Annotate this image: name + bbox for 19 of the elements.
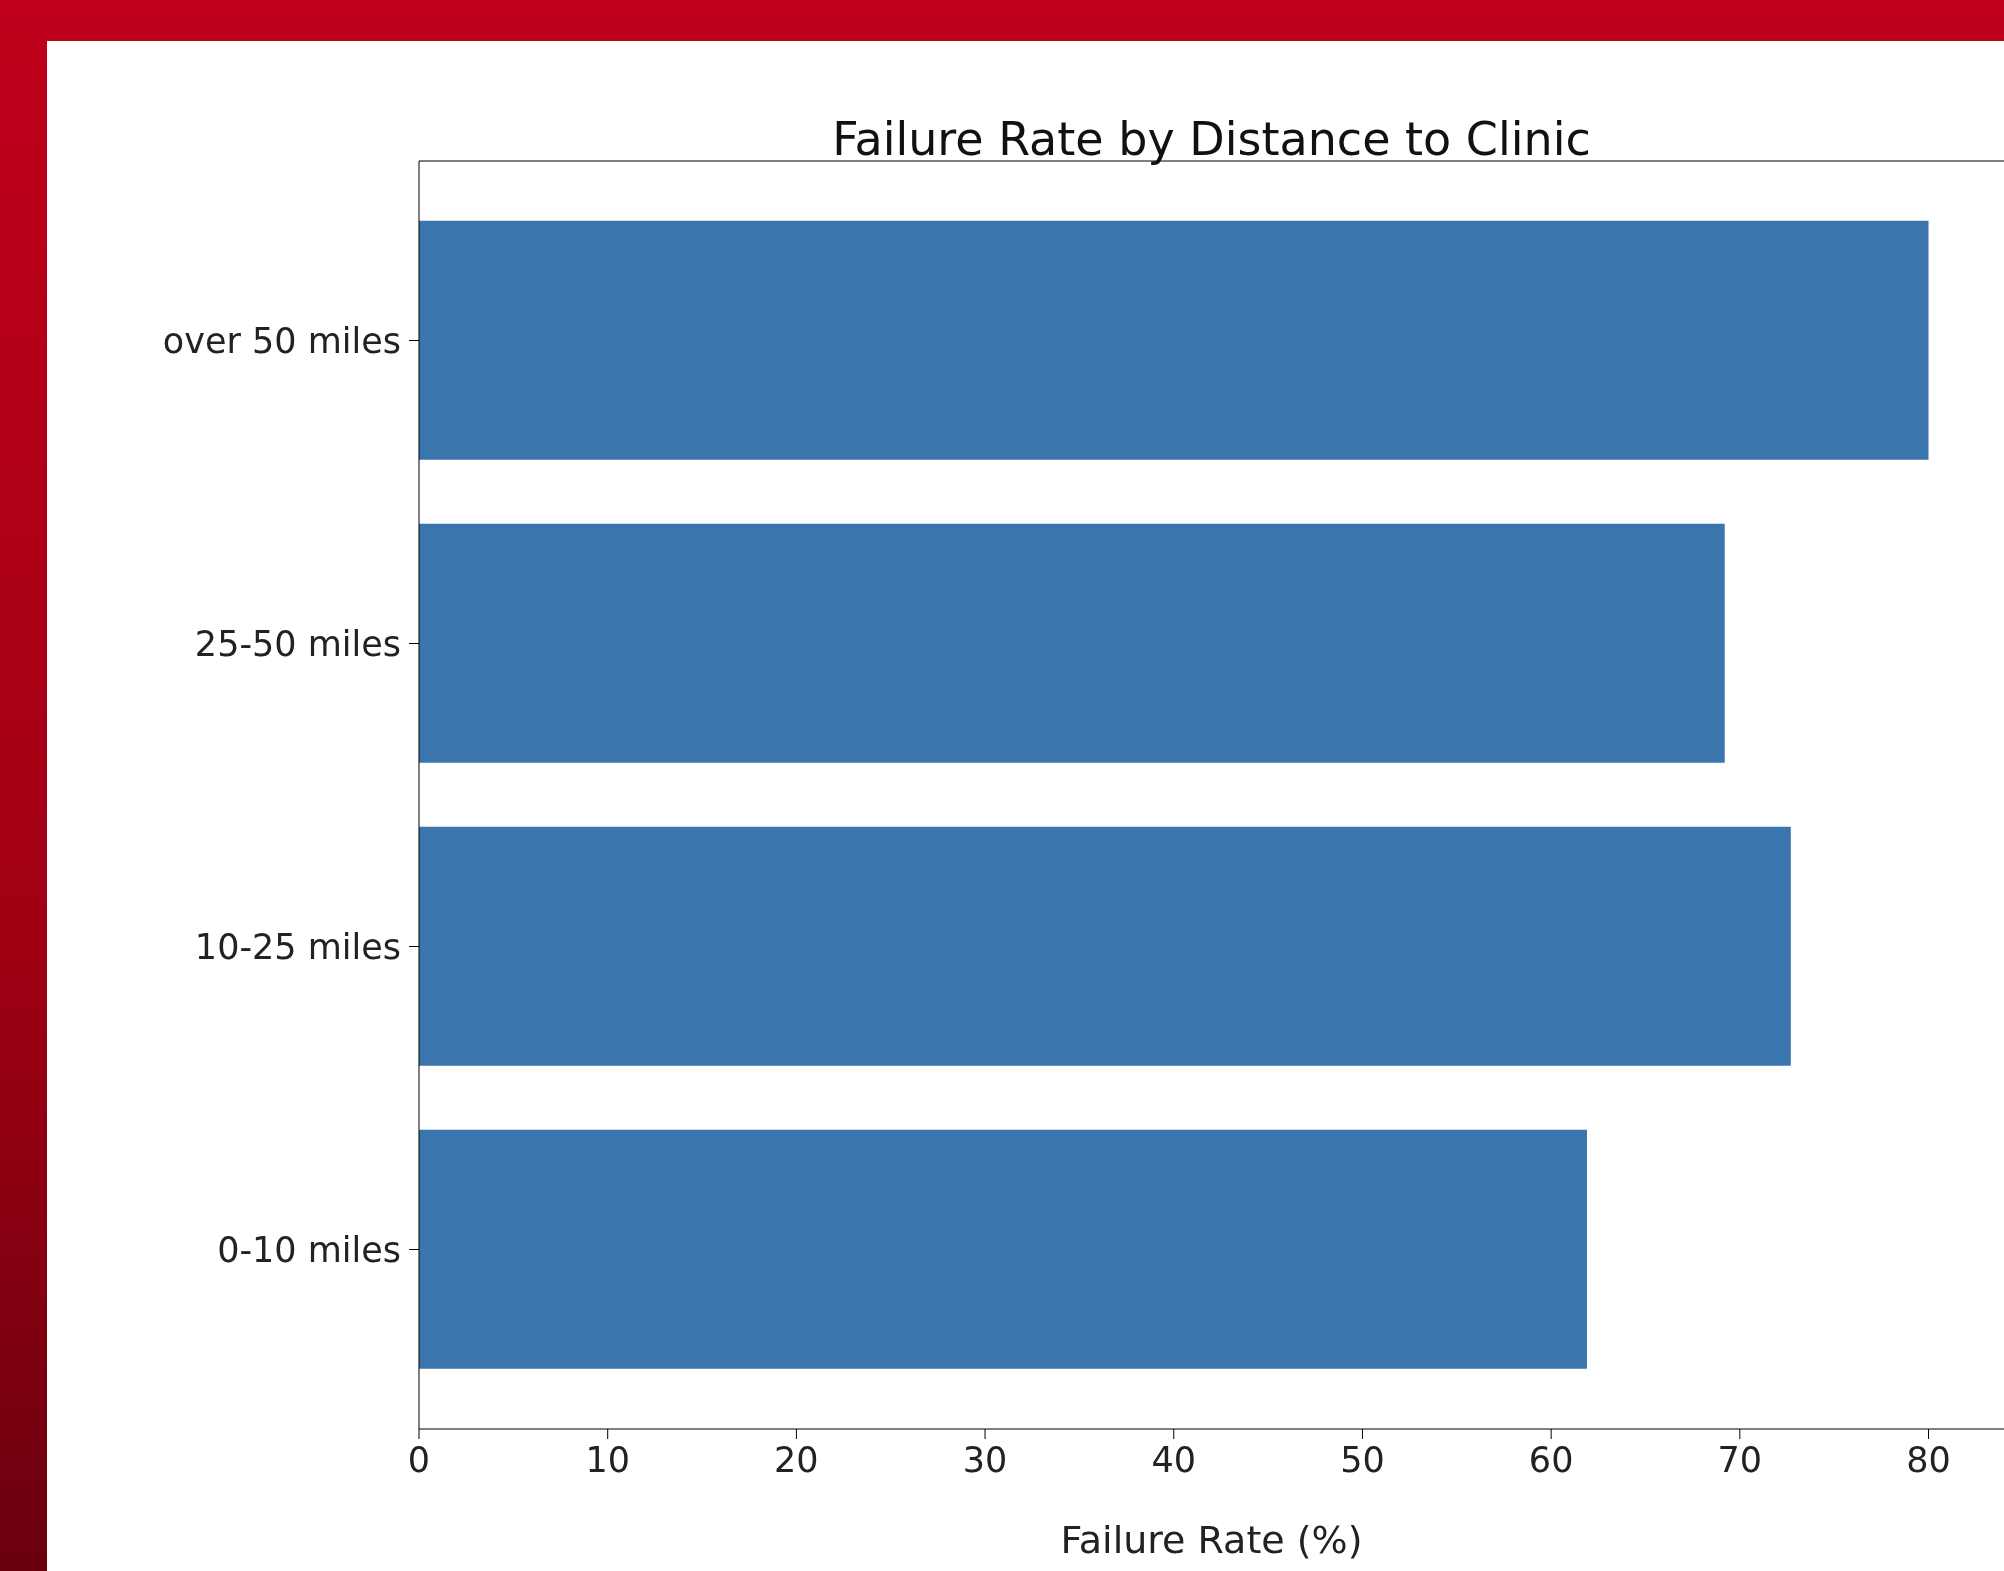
x-tick-label: 0 <box>407 1439 431 1480</box>
x-tick-label: 10 <box>585 1439 630 1480</box>
bar <box>419 220 1929 460</box>
y-tick-label: over 50 miles <box>162 320 401 361</box>
x-tick-label: 40 <box>1151 1439 1197 1480</box>
x-axis-title: Failure Rate (%) <box>1060 1518 1363 1562</box>
chart-title: Failure Rate by Distance to Clinic <box>832 112 1591 166</box>
bar <box>419 826 1791 1066</box>
y-tick-label: 10-25 miles <box>194 926 401 967</box>
x-tick-label: 60 <box>1528 1439 1574 1480</box>
x-tick-label: 20 <box>774 1439 819 1480</box>
x-tick-label: 50 <box>1340 1439 1385 1480</box>
y-tick-label: 0-10 miles <box>217 1229 401 1270</box>
x-tick-label: 30 <box>962 1439 1008 1480</box>
y-tick-label: 25-50 miles <box>194 623 401 664</box>
x-tick-label: 70 <box>1717 1439 1763 1480</box>
x-tick-label: 80 <box>1906 1439 1951 1480</box>
bar <box>419 1129 1587 1369</box>
bar <box>419 523 1725 763</box>
